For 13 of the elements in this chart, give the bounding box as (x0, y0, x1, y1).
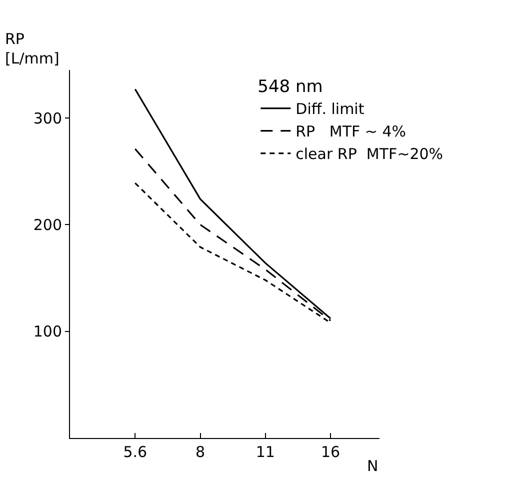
x-axis-title: N (367, 457, 378, 475)
legend-title: 548 nm (258, 77, 323, 98)
legend-label: RP MTF ~ 4% (296, 122, 406, 141)
x-tick-label: 11 (256, 443, 275, 461)
y-tick-label: 200 (33, 216, 62, 234)
y-axis-title: RP [L/mm] (5, 30, 60, 68)
legend-label: Diff. limit (296, 100, 364, 118)
x-tick-label: 5.6 (123, 443, 148, 461)
y-tick-label: 100 (33, 322, 62, 341)
legend-label: clear RP MTF~20% (296, 145, 444, 164)
x-tick-label: 8 (195, 443, 206, 461)
x-tick-label: 16 (321, 443, 340, 461)
y-tick-label: 300 (33, 109, 62, 128)
